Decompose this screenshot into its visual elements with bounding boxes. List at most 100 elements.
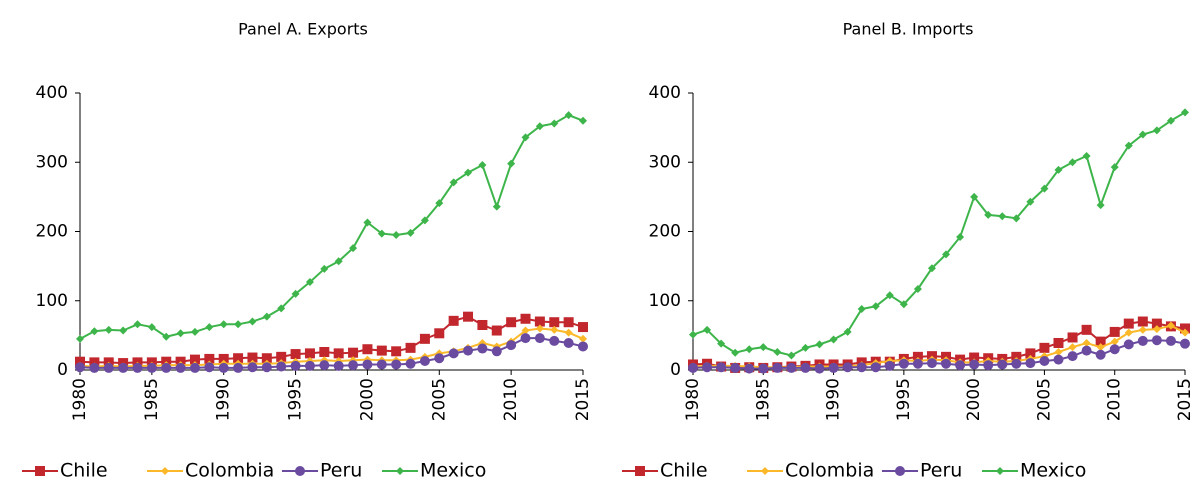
marker [276,351,287,362]
marker [305,278,314,287]
marker [758,363,769,374]
legend-label: Colombia [185,460,274,482]
y-tick-label: 0 [670,360,681,380]
legend-label: Colombia [785,460,874,482]
marker [449,178,458,187]
y-tick-label: 200 [36,222,68,242]
x-tick-label: 2015 [1175,378,1195,421]
marker [717,339,726,348]
marker [362,359,373,370]
marker [745,345,754,354]
chart-title: Panel A. Exports [238,20,368,39]
marker [189,354,200,365]
marker [103,362,114,373]
marker [435,199,444,208]
marker [1068,343,1077,352]
marker [76,334,84,343]
marker [564,111,573,120]
marker [205,323,214,332]
marker [1123,318,1134,329]
marker [564,328,573,337]
marker [913,284,922,293]
marker [1067,351,1078,362]
marker [304,348,315,359]
marker [434,328,445,339]
marker [1137,335,1148,346]
marker [801,343,810,352]
marker [898,358,909,369]
marker [941,358,952,369]
x-tick-label: 1985 [753,378,773,421]
marker [772,362,783,373]
marker [376,359,387,370]
marker [983,360,994,371]
marker [814,363,825,374]
marker [1152,126,1161,135]
x-tick-label: 1980 [683,378,703,421]
marker [912,358,923,369]
marker [291,289,300,298]
marker [233,353,244,364]
marker [578,341,588,352]
marker [716,362,727,373]
marker [534,333,545,344]
legend-label: Chile [660,460,708,482]
marker [419,355,430,366]
marker [463,345,474,356]
x-tick-label: 2010 [1105,378,1125,421]
x-tick-label: 1985 [142,378,162,421]
marker [391,359,402,370]
marker [147,323,156,332]
marker [731,348,740,357]
marker [1151,335,1162,346]
marker [1054,347,1063,356]
x-tick-label: 1990 [214,378,234,421]
marker [348,360,359,371]
marker [1095,349,1106,360]
marker [1181,328,1189,337]
x-tick-label: 2010 [501,378,521,421]
marker [420,216,429,225]
marker [1040,184,1049,193]
marker [319,346,330,357]
marker [1166,321,1175,330]
marker [1110,337,1119,346]
marker [969,359,980,370]
marker [119,326,128,335]
marker [1180,323,1190,334]
marker [1026,197,1035,206]
marker [448,348,459,359]
marker [563,337,574,348]
marker [885,291,894,300]
marker [204,353,215,364]
marker [1011,358,1022,369]
marker [276,361,287,372]
chart-title: Panel B. Imports [843,20,974,39]
marker [984,210,993,219]
marker [146,362,157,373]
marker [997,359,1008,370]
marker [391,346,402,357]
marker [161,467,169,475]
marker [261,362,272,373]
marker [579,116,587,125]
marker [1082,152,1091,161]
marker [464,168,473,177]
marker [89,362,100,373]
marker [1110,163,1119,172]
marker [1068,158,1077,167]
marker [162,332,171,341]
marker [800,362,811,373]
marker [912,351,923,362]
marker [895,466,905,476]
marker [132,362,143,373]
marker [175,362,186,373]
marker [218,353,229,364]
marker [1012,214,1021,223]
marker [35,466,45,476]
marker [829,335,838,344]
series-line [79,114,584,340]
marker [773,347,782,356]
marker [996,467,1004,475]
